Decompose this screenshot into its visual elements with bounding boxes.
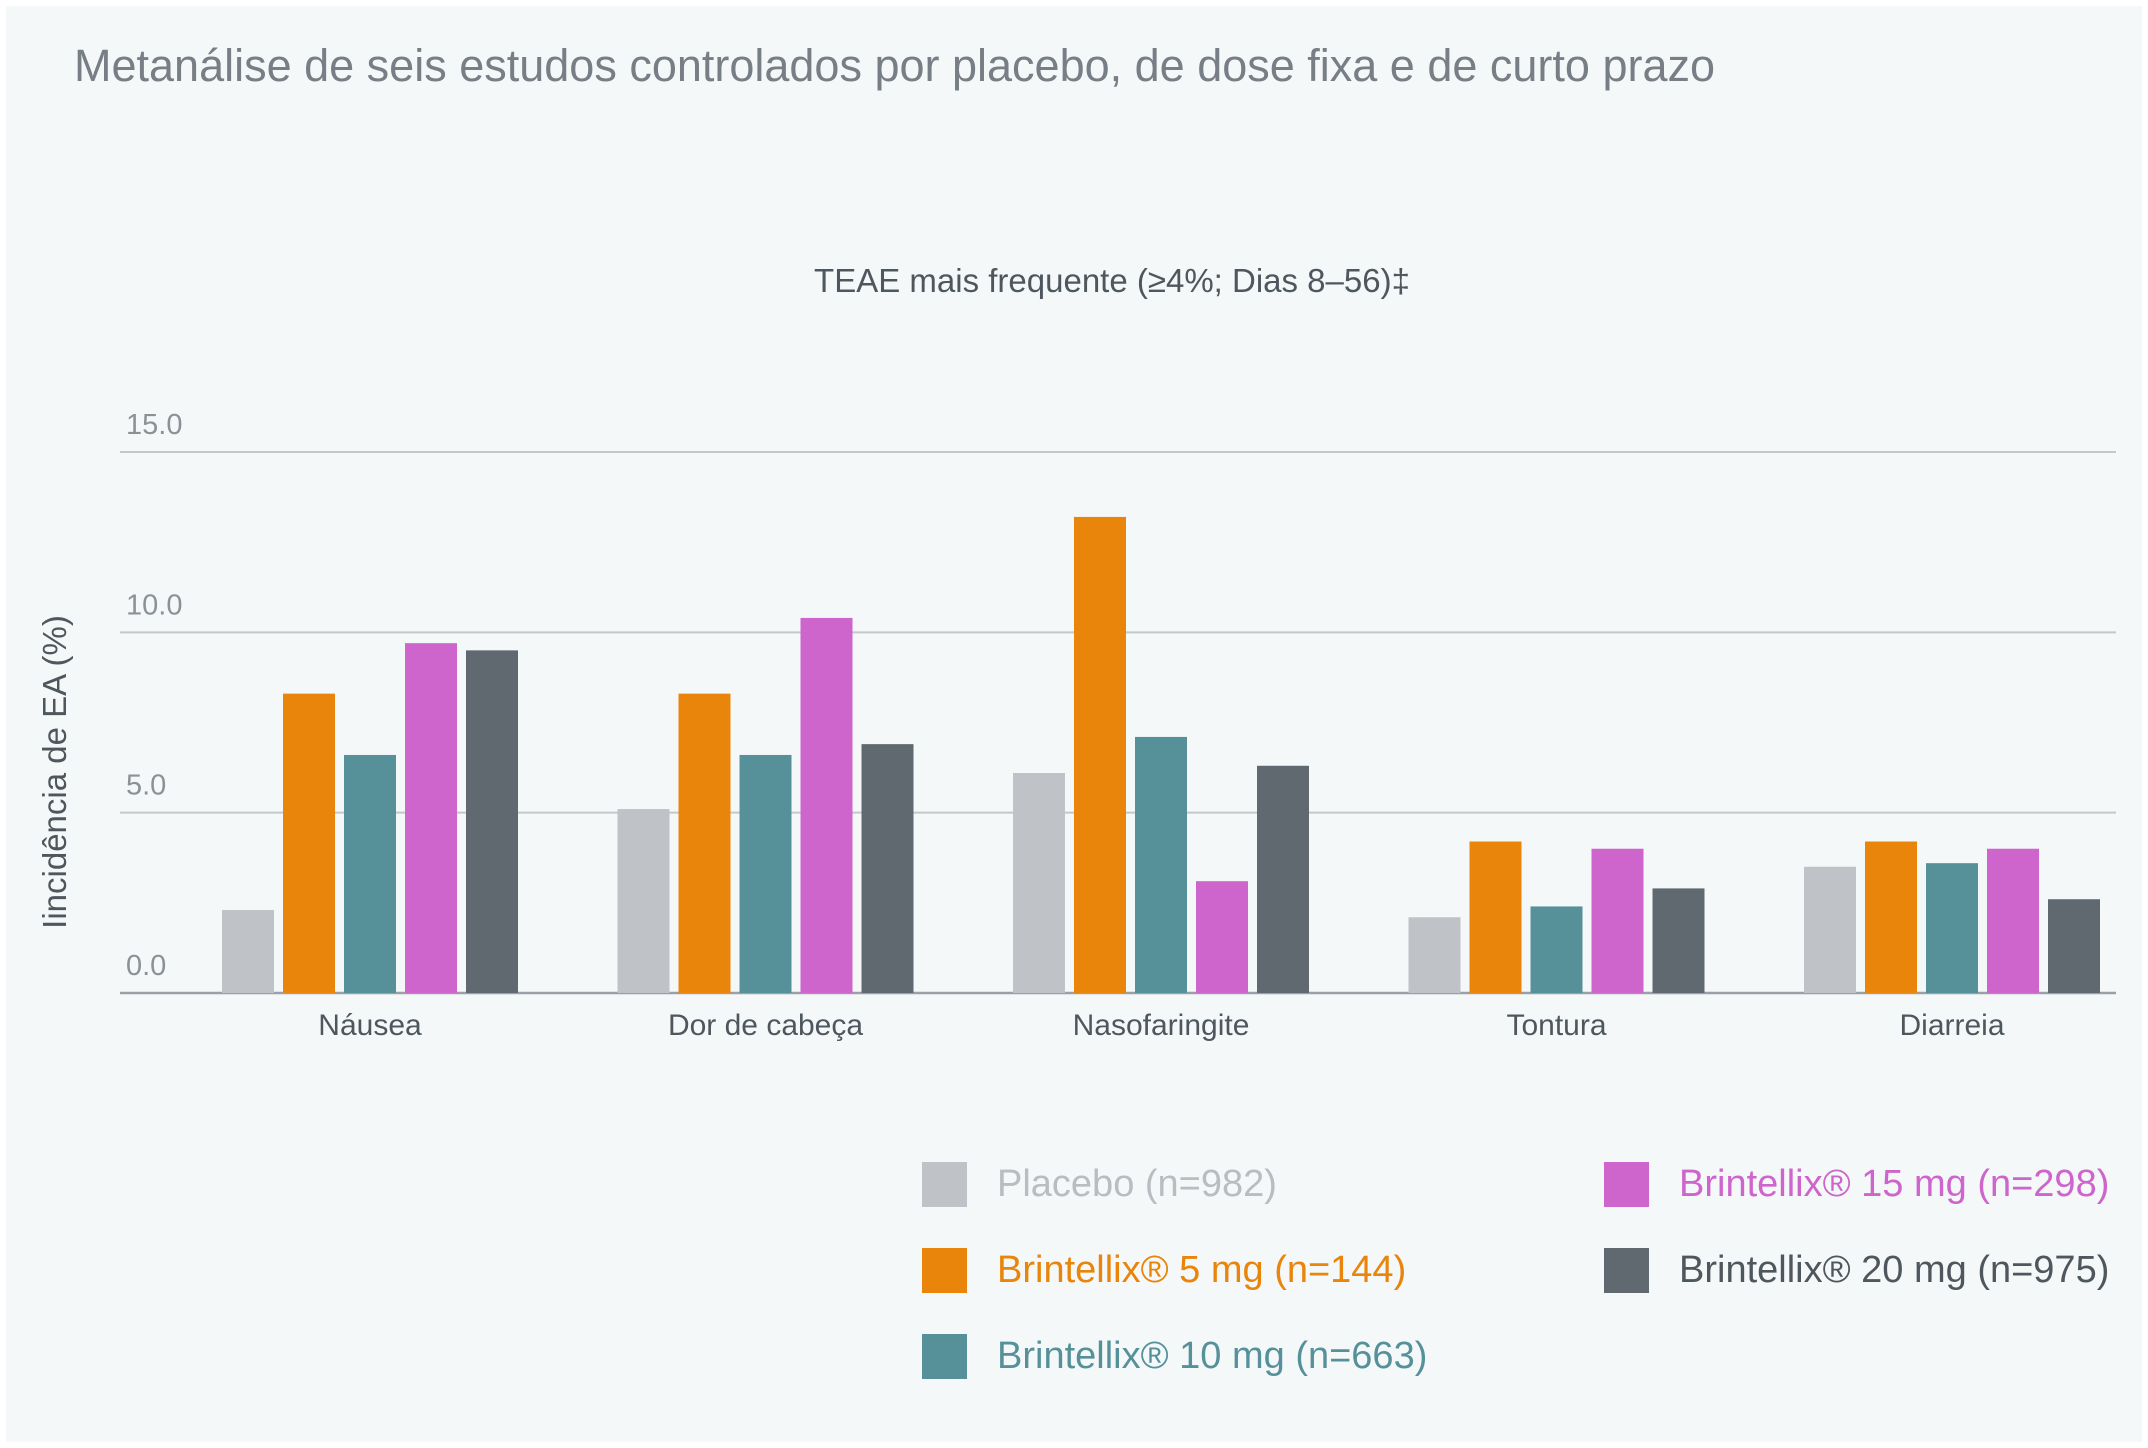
bar [1469,841,1522,993]
legend-label: Brintellix® 15 mg (n=298) [1679,1163,2110,1205]
bar [1013,772,1065,993]
legend-label: Brintellix® 10 mg (n=663) [997,1335,1428,1377]
legend-item: Brintellix® 15 mg (n=298) [1604,1162,2109,1207]
bar [1135,736,1187,993]
bar [344,754,396,993]
x-tick-label: Tontura [1506,1009,1606,1042]
bar [1074,516,1126,993]
legend-swatch [1604,1162,1649,1207]
bar [2048,899,2100,993]
legend-item: Brintellix® 10 mg (n=663) [922,1334,1427,1379]
y-tick-label: 10.0 [126,589,182,621]
legend-item: Brintellix® 20 mg (n=975) [1604,1248,2109,1293]
bar [617,809,670,993]
bar [1196,881,1248,993]
legend-item: Placebo (n=982) [922,1162,1277,1207]
legend-swatch [1604,1248,1649,1293]
bars [222,516,2100,993]
bar [1926,863,1978,993]
legend-swatch [922,1162,967,1207]
chart-title: TEAE mais frequente (≥4%; Dias 8–56)‡ [814,262,1410,299]
y-tick-label: 15.0 [126,409,182,441]
x-tick-label: Dor de cabeça [668,1009,863,1042]
y-tick-label: 0.0 [126,950,166,982]
x-tick-label: Nasofaringite [1073,1009,1250,1042]
y-axis-label: Iincidência de EA (%) [36,615,73,929]
legend-item: Brintellix® 5 mg (n=144) [922,1248,1406,1293]
bar [1408,917,1461,993]
bar [1865,841,1917,993]
bar [466,650,518,993]
y-tick-label: 5.0 [126,770,166,802]
x-tick-label: Diarreia [1899,1009,2004,1042]
bar [1530,906,1583,993]
bar [1257,765,1309,993]
legend-label: Placebo (n=982) [997,1163,1277,1205]
y-tick-labels: 0.0 5.0 10.0 15.0 [126,409,182,982]
legend-swatch [922,1248,967,1293]
bar [739,754,792,993]
bar [861,744,914,993]
bar [1804,866,1856,993]
bar [1652,888,1705,993]
page-title: Metanálise de seis estudos controlados p… [74,40,1716,91]
x-tick-labels: Náusea Dor de cabeça Nasofaringite Tontura D… [318,1009,2005,1042]
bar [800,617,853,993]
x-tick-label: Náusea [318,1009,422,1042]
bar [405,643,457,993]
legend-swatch [922,1334,967,1379]
bar [1987,848,2039,993]
legend-label: Brintellix® 5 mg (n=144) [997,1249,1407,1291]
bar [1591,848,1644,993]
bar [222,910,274,993]
legend-label: Brintellix® 20 mg (n=975) [1679,1249,2110,1291]
bar [678,693,731,993]
bar [283,693,335,993]
